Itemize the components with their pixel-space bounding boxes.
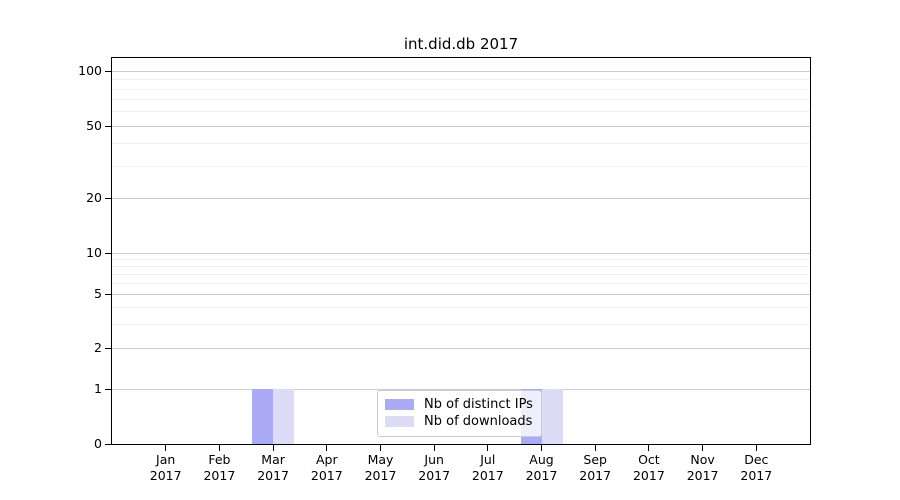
bar-downloads-aug (541, 389, 563, 444)
x-tick-month: Aug (529, 452, 554, 467)
y-grid-minor (112, 266, 810, 268)
x-tick-label-apr: Apr 2017 (295, 452, 359, 485)
y-axis-tick (105, 125, 111, 127)
x-tick-label-dec: Dec 2017 (724, 452, 788, 485)
legend: Nb of distinct IPs Nb of downloads (377, 390, 542, 437)
y-grid-major (112, 348, 810, 350)
x-axis-tick (702, 445, 704, 451)
y-grid-minor (112, 88, 810, 90)
x-tick-label-sep: Sep 2017 (563, 452, 627, 485)
x-tick-label-aug: Aug 2017 (510, 452, 574, 485)
y-grid-minor (112, 166, 810, 168)
x-tick-month: Apr (315, 452, 338, 467)
y-grid-minor (112, 143, 810, 145)
y-axis-tick (105, 253, 111, 255)
x-axis-tick (379, 445, 382, 451)
y-grid-major (112, 253, 810, 254)
y-tick-label: 50 (86, 117, 102, 133)
y-grid-minor (112, 283, 810, 285)
x-tick-year: 2017 (203, 468, 236, 484)
y-axis-tick (105, 389, 111, 391)
x-tick-year: 2017 (149, 468, 182, 484)
x-axis-tick (218, 445, 220, 451)
legend-swatch-distinct-ips (385, 399, 414, 410)
y-tick-label: 2 (94, 340, 102, 356)
x-axis-tick (540, 445, 543, 451)
y-grid-minor (112, 111, 810, 113)
x-axis-tick (165, 445, 167, 451)
y-tick-label: 100 (78, 63, 102, 78)
x-tick-year: 2017 (740, 468, 773, 484)
y-tick-label: 5 (94, 285, 102, 301)
x-axis-tick (648, 445, 650, 451)
y-axis-tick (105, 348, 111, 350)
x-axis-tick (326, 445, 328, 451)
x-tick-label-oct: Oct 2017 (617, 452, 681, 485)
x-axis-tick (487, 445, 489, 451)
legend-label-distinct-ips: Nb of distinct IPs (424, 397, 533, 412)
x-axis-tick (594, 445, 596, 451)
x-tick-label-jan: Jan 2017 (134, 452, 198, 485)
x-tick-month: Oct (638, 452, 660, 467)
x-tick-month: May (367, 452, 394, 467)
x-tick-year: 2017 (686, 468, 719, 484)
x-tick-month: Nov (690, 452, 715, 467)
x-tick-year: 2017 (579, 468, 612, 484)
legend-item-distinct-ips: Nb of distinct IPs (385, 396, 533, 413)
x-tick-year: 2017 (310, 468, 343, 484)
x-tick-month: Jan (156, 452, 176, 467)
x-tick-label-jun: Jun 2017 (402, 452, 466, 485)
y-grid-major (112, 389, 810, 390)
x-axis-tick (755, 445, 757, 451)
x-tick-month: Jul (480, 452, 496, 467)
x-tick-label-nov: Nov 2017 (671, 452, 735, 485)
y-grid-major (112, 293, 810, 295)
x-tick-month: Mar (261, 452, 285, 467)
y-axis-tick (105, 293, 111, 296)
x-axis-tick (272, 445, 274, 451)
chart-title: int.did.db 2017 (403, 35, 519, 53)
y-grid-minor (112, 79, 810, 81)
x-axis-tick (433, 445, 435, 451)
y-grid-major (112, 198, 810, 200)
x-tick-year: 2017 (364, 468, 397, 484)
x-tick-month: Feb (208, 452, 231, 467)
x-tick-month: Dec (744, 452, 769, 467)
x-tick-year: 2017 (471, 468, 504, 484)
y-axis-tick (105, 71, 111, 73)
x-tick-year: 2017 (257, 468, 289, 484)
y-tick-label: 1 (94, 381, 102, 396)
bar-downloads-mar (273, 389, 295, 444)
y-grid-minor (112, 259, 810, 261)
x-tick-year: 2017 (525, 468, 558, 484)
x-tick-year: 2017 (418, 468, 451, 484)
y-grid-minor (112, 274, 810, 276)
y-grid-minor (112, 99, 810, 101)
y-axis-tick (105, 198, 111, 200)
x-tick-label-mar: Mar 2017 (241, 452, 305, 485)
legend-swatch-downloads (385, 416, 414, 427)
x-tick-label-feb: Feb 2017 (187, 452, 251, 485)
legend-item-downloads: Nb of downloads (385, 413, 533, 430)
x-tick-month: Sep (583, 452, 607, 467)
y-tick-label: 20 (86, 190, 102, 206)
x-tick-month: Jun (424, 452, 444, 467)
y-grid-minor (112, 307, 810, 309)
bar-distinct-ips-mar (252, 389, 274, 444)
x-tick-label-jul: Jul 2017 (456, 452, 520, 485)
y-axis-tick (105, 444, 111, 446)
plot-area: Nb of distinct IPs Nb of downloads 0 1 2 5 1… (78, 57, 811, 483)
x-tick-year: 2017 (632, 468, 665, 484)
legend-label-downloads: Nb of downloads (424, 414, 533, 429)
y-grid-major (112, 125, 810, 127)
y-grid-major (112, 71, 810, 72)
x-tick-label-may: May 2017 (349, 452, 413, 485)
y-grid-minor (112, 324, 810, 326)
y-tick-label: 0 (94, 436, 102, 451)
y-tick-label: 10 (86, 245, 102, 260)
